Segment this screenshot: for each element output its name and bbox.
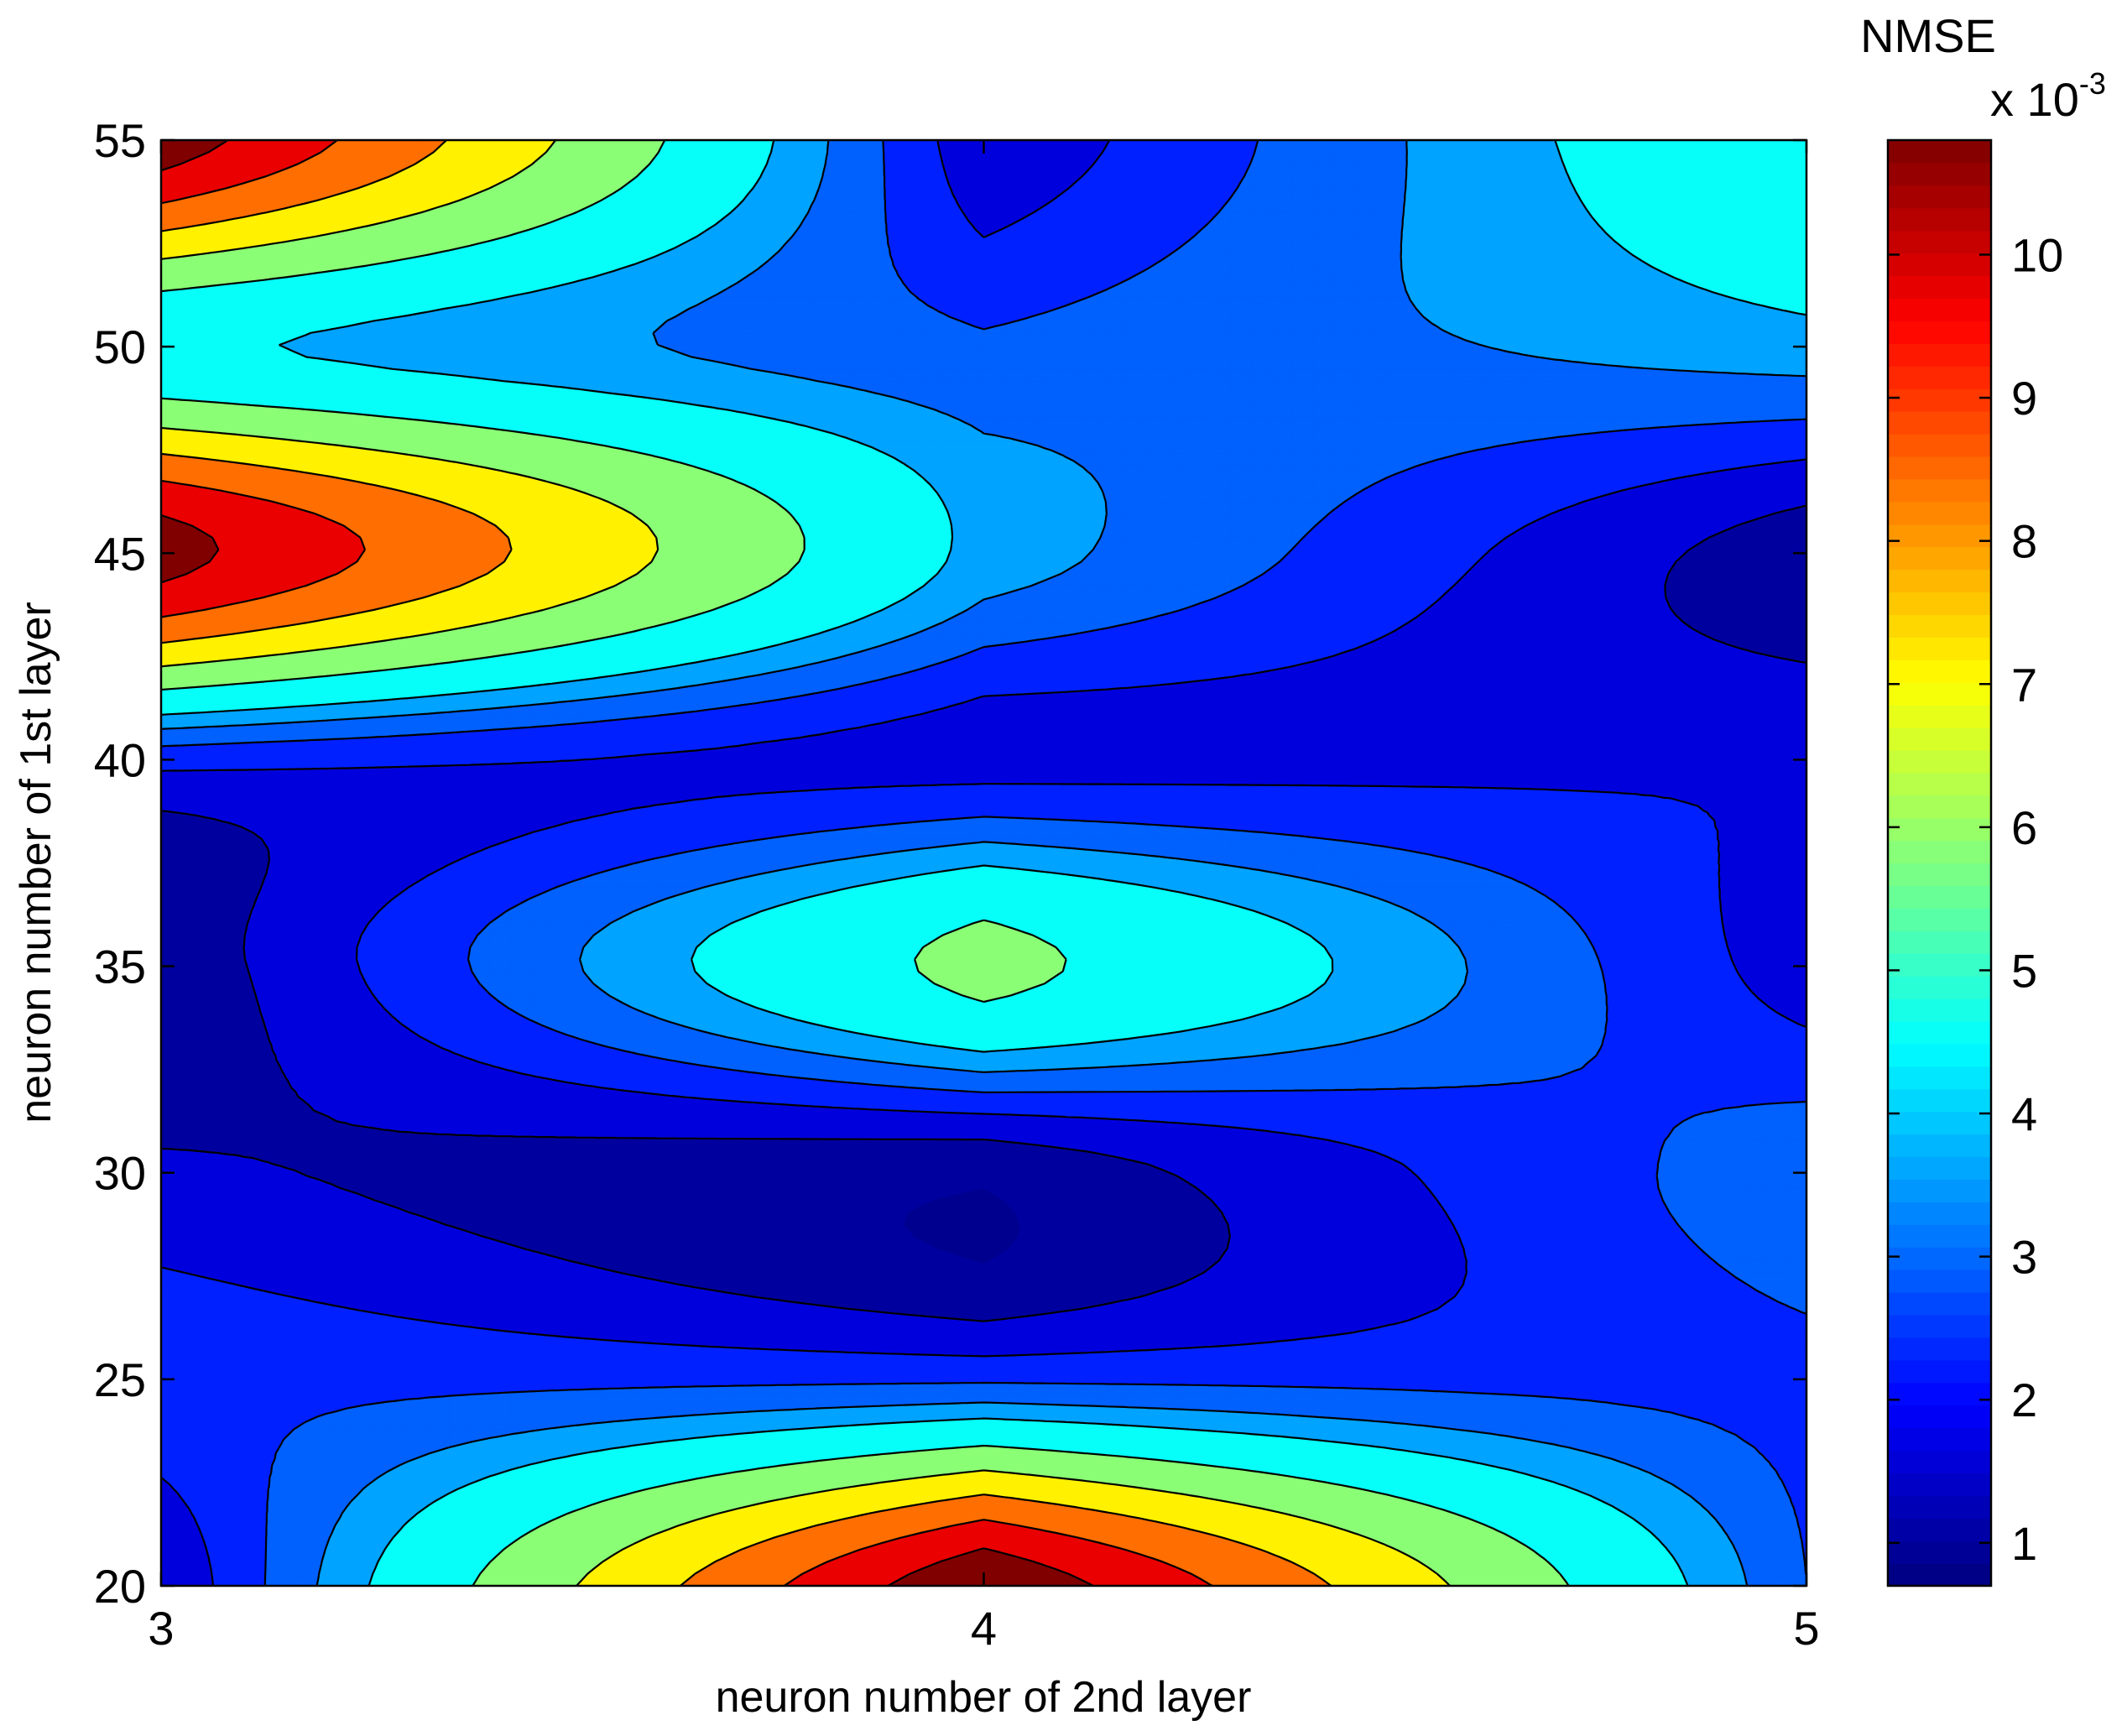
colorbar-band: [1888, 727, 1991, 751]
colorbar-band: [1888, 1292, 1991, 1316]
colorbar-band: [1888, 659, 1991, 683]
colorbar-band: [1888, 1541, 1991, 1564]
colorbar-band: [1888, 276, 1991, 300]
colorbar-band: [1888, 185, 1991, 209]
colorbar-band: [1888, 1089, 1991, 1113]
colorbar-band: [1888, 841, 1991, 864]
colorbar-band: [1888, 547, 1991, 571]
colorbar-band: [1888, 705, 1991, 728]
y-tick-label: 25: [94, 1353, 146, 1406]
colorbar-band: [1888, 1518, 1991, 1541]
y-tick-label: 45: [94, 527, 146, 580]
colorbar-band: [1888, 750, 1991, 774]
colorbar-band: [1888, 1134, 1991, 1158]
colorbar-band: [1888, 1247, 1991, 1270]
colorbar-tick-label: 8: [2011, 515, 2037, 568]
y-tick-label: 35: [94, 941, 146, 993]
colorbar-band: [1888, 908, 1991, 931]
y-tick-label: 50: [94, 321, 146, 373]
colorbar-band: [1888, 1044, 1991, 1067]
colorbar-tick-label: 5: [2011, 944, 2037, 997]
colorbar-tick-label: 1: [2011, 1517, 2037, 1570]
colorbar-tick-label: 2: [2011, 1374, 2037, 1426]
colorbar-band: [1888, 1495, 1991, 1519]
colorbar-tick-label: 3: [2011, 1231, 2037, 1284]
colorbar-band: [1888, 502, 1991, 525]
colorbar-band: [1888, 1473, 1991, 1496]
y-tick-label: 55: [94, 114, 146, 167]
colorbar-band: [1888, 1405, 1991, 1429]
colorbar-band: [1888, 1269, 1991, 1293]
colorbar-tick-label: 10: [2011, 228, 2063, 281]
colorbar-band: [1888, 863, 1991, 887]
colorbar-band: [1888, 253, 1991, 277]
colorbar-band: [1888, 140, 1991, 164]
colorbar-band: [1888, 682, 1991, 706]
colorbar-tick-label: 4: [2011, 1087, 2037, 1140]
colorbar-band: [1888, 976, 1991, 999]
x-tick-label: 4: [971, 1602, 997, 1655]
colorbar-band: [1888, 1450, 1991, 1473]
colorbar-band: [1888, 885, 1991, 909]
colorbar-band: [1888, 231, 1991, 254]
colorbar-band: [1888, 479, 1991, 503]
colorbar-band: [1888, 1563, 1991, 1587]
colorbar-band: [1888, 818, 1991, 842]
colorbar-band: [1888, 773, 1991, 796]
colorbar-tick-label: 9: [2011, 372, 2037, 425]
y-tick-label: 30: [94, 1147, 146, 1200]
colorbar-exponent-base: x 10: [1990, 73, 2079, 126]
colorbar-exponent-power: -3: [2079, 66, 2106, 101]
colorbar-band: [1888, 931, 1991, 954]
colorbar-band: [1888, 1202, 1991, 1225]
colorbar-bands: [1888, 140, 1991, 1587]
colorbar-tick-label: 7: [2011, 658, 2037, 711]
x-tick-label: 5: [1793, 1602, 1819, 1655]
colorbar-band: [1888, 953, 1991, 977]
colorbar-band: [1888, 795, 1991, 819]
colorbar-band: [1888, 614, 1991, 638]
colorbar-band: [1888, 388, 1991, 412]
x-axis-label: neuron number of 2nd layer: [716, 1673, 1252, 1722]
colorbar-band: [1888, 366, 1991, 389]
colorbar-band: [1888, 1337, 1991, 1361]
colorbar-band: [1888, 1066, 1991, 1090]
colorbar-band: [1888, 1156, 1991, 1180]
colorbar-band: [1888, 998, 1991, 1022]
colorbar-band: [1888, 524, 1991, 548]
colorbar-band: [1888, 637, 1991, 660]
colorbar-band: [1888, 434, 1991, 457]
colorbar-band: [1888, 321, 1991, 344]
colorbar-tick-label: 6: [2011, 801, 2037, 854]
y-tick-label: 20: [94, 1560, 146, 1613]
colorbar-band: [1888, 163, 1991, 186]
y-axis-label: neuron number of 1st layer: [12, 602, 60, 1123]
x-tick-label: 3: [148, 1602, 174, 1655]
colorbar-band: [1888, 1428, 1991, 1452]
colorbar-band: [1888, 1315, 1991, 1338]
colorbar-band: [1888, 1112, 1991, 1135]
colorbar-band: [1888, 343, 1991, 367]
colorbar-band: [1888, 1021, 1991, 1045]
colorbar-band: [1888, 1224, 1991, 1248]
colorbar-band: [1888, 456, 1991, 480]
colorbar-band: [1888, 592, 1991, 615]
colorbar-band: [1888, 411, 1991, 435]
colorbar-band: [1888, 208, 1991, 232]
contour-fill-regions: [161, 140, 1806, 1586]
colorbar-title: NMSE: [1860, 9, 1996, 62]
colorbar-band: [1888, 570, 1991, 593]
colorbar-band: [1888, 1179, 1991, 1202]
y-tick-label: 40: [94, 733, 146, 786]
colorbar-band: [1888, 1360, 1991, 1384]
colorbar-band: [1888, 298, 1991, 321]
colorbar-band: [1888, 1383, 1991, 1406]
